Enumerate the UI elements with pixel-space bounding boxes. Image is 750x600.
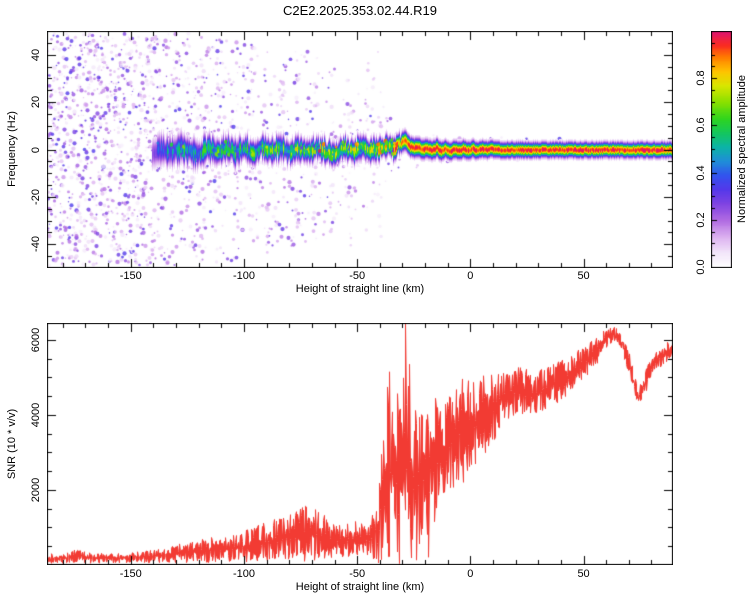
colorbar-tick-label: 0.2 bbox=[695, 212, 707, 228]
spectrogram-panel bbox=[47, 31, 673, 268]
snr-canvas bbox=[47, 323, 673, 565]
top-x-tick-label: 50 bbox=[577, 270, 590, 282]
colorbar-tick-label: 0.6 bbox=[695, 117, 707, 134]
snr-tick-label: 2000 bbox=[30, 477, 42, 503]
frequency-tick-label: 0 bbox=[30, 146, 42, 153]
bottom-x-tick-label: -100 bbox=[232, 568, 255, 580]
frequency-tick-label: 40 bbox=[30, 48, 42, 61]
figure-title: C2E2.2025.353.02.44.R19 bbox=[283, 3, 437, 18]
top-x-tick-label: -100 bbox=[232, 270, 255, 282]
bottom-height-axis-label: Height of straight line (km) bbox=[295, 581, 425, 593]
colorbar-tick-label: 0.0 bbox=[695, 259, 707, 275]
frequency-tick-label: -40 bbox=[30, 236, 42, 253]
snr-tick-label: 6000 bbox=[30, 327, 42, 353]
bottom-x-tick-label: 0 bbox=[467, 568, 474, 580]
bottom-x-tick-label: 50 bbox=[577, 568, 590, 580]
colorbar-tick-label: 0.8 bbox=[695, 70, 707, 86]
colorbar-label: Normalized spectral amplitude bbox=[736, 75, 748, 223]
frequency-tick-label: 20 bbox=[30, 95, 42, 109]
top-x-tick-label: -50 bbox=[349, 270, 366, 282]
colorbar-tick-label: 0.4 bbox=[695, 164, 707, 181]
snr-panel bbox=[47, 323, 673, 565]
snr-axis-label: SNR (10 * v/v) bbox=[6, 408, 18, 480]
frequency-tick-label: -20 bbox=[30, 188, 42, 205]
top-x-tick-label: -150 bbox=[119, 270, 142, 282]
bottom-x-tick-label: -50 bbox=[349, 568, 366, 580]
spectrogram-canvas bbox=[47, 31, 673, 268]
top-x-tick-label: 0 bbox=[467, 270, 474, 282]
frequency-axis-label: Frequency (Hz) bbox=[6, 111, 18, 187]
bottom-x-tick-label: -150 bbox=[119, 568, 142, 580]
colorbar bbox=[711, 31, 732, 268]
snr-tick-label: 4000 bbox=[30, 402, 42, 428]
top-height-axis-label: Height of straight line (km) bbox=[295, 283, 425, 295]
